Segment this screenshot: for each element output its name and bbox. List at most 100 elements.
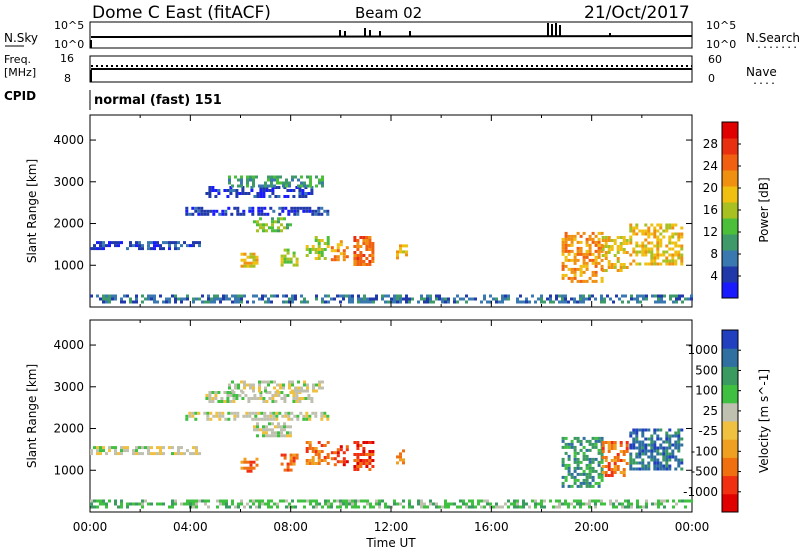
echo-cell bbox=[289, 257, 293, 261]
echo-cell bbox=[417, 300, 420, 304]
echo-cell bbox=[653, 446, 657, 450]
echo-cell bbox=[246, 469, 250, 473]
nsky-tick-top-right: 10^5 bbox=[706, 19, 736, 32]
echo-cell bbox=[357, 505, 360, 509]
y-tick-label: 4000 bbox=[53, 133, 84, 147]
echo-cell bbox=[570, 234, 574, 238]
echo-cell bbox=[300, 181, 303, 185]
echo-cell bbox=[507, 499, 510, 503]
echo-cell bbox=[90, 449, 93, 453]
echo-cell bbox=[359, 251, 363, 254]
echo-cell bbox=[585, 297, 588, 301]
echo-cell bbox=[348, 499, 351, 503]
echo-cell bbox=[305, 206, 309, 210]
echo-cell bbox=[205, 397, 209, 400]
echo-cell bbox=[114, 297, 117, 301]
echo-cell bbox=[270, 178, 273, 182]
echo-cell bbox=[292, 251, 296, 255]
echo-cell bbox=[321, 297, 324, 301]
echo-cell bbox=[192, 297, 195, 301]
echo-cell bbox=[607, 251, 611, 254]
echo-cell bbox=[217, 400, 221, 403]
echo-cell bbox=[671, 232, 675, 236]
echo-cell bbox=[251, 411, 255, 415]
echo-cell bbox=[579, 252, 583, 256]
echo-cell bbox=[573, 457, 577, 461]
echo-cell bbox=[656, 458, 660, 462]
echo-cell bbox=[612, 502, 615, 506]
echo-cell bbox=[579, 499, 582, 503]
echo-cell bbox=[576, 252, 580, 256]
echo-cell bbox=[270, 300, 273, 304]
echo-cell bbox=[300, 389, 303, 393]
echo-cell bbox=[462, 502, 465, 506]
echo-cell bbox=[168, 241, 171, 245]
echo-cell bbox=[261, 297, 264, 301]
echo-cell bbox=[579, 240, 583, 244]
echo-cell bbox=[255, 505, 258, 509]
echo-cell bbox=[208, 186, 212, 189]
echo-cell bbox=[665, 446, 669, 450]
echo-cell bbox=[216, 297, 219, 301]
echo-cell bbox=[224, 417, 228, 421]
echo-cell bbox=[632, 461, 636, 465]
echo-cell bbox=[219, 297, 222, 301]
echo-cell bbox=[229, 192, 233, 195]
echo-cell bbox=[610, 266, 614, 269]
echo-cell bbox=[192, 499, 195, 503]
echo-cell bbox=[295, 186, 299, 189]
echo-cell bbox=[582, 270, 586, 274]
echo-cell bbox=[317, 462, 321, 465]
echo-cell bbox=[357, 499, 360, 503]
echo-cell bbox=[632, 440, 636, 444]
echo-cell bbox=[283, 468, 287, 472]
echo-cell bbox=[302, 209, 306, 213]
echo-cell bbox=[600, 297, 603, 301]
x-tick-label: 12:00 bbox=[374, 520, 409, 534]
echo-cell bbox=[345, 445, 349, 449]
echo-region bbox=[629, 223, 684, 266]
echo-cell bbox=[680, 458, 684, 462]
echo-cell bbox=[203, 411, 207, 415]
echo-cell bbox=[351, 499, 354, 503]
echo-cell bbox=[282, 181, 285, 185]
echo-cell bbox=[315, 383, 318, 387]
echo-cell bbox=[588, 252, 592, 256]
echo-cell bbox=[286, 189, 290, 192]
echo-cell bbox=[680, 467, 684, 471]
echo-cell bbox=[613, 468, 617, 471]
echo-cell bbox=[677, 256, 681, 260]
echo-cell bbox=[280, 434, 283, 438]
echo-cell bbox=[183, 297, 186, 301]
echo-cell bbox=[253, 428, 256, 432]
nsky-tick-top-left: 10^5 bbox=[54, 19, 84, 32]
echo-cell bbox=[540, 505, 543, 509]
echo-cell bbox=[552, 300, 555, 304]
y-tick-label: 1000 bbox=[53, 258, 84, 272]
echo-cell bbox=[671, 452, 675, 456]
echo-cell bbox=[677, 244, 681, 248]
echo-cell bbox=[288, 297, 291, 301]
echo-cell bbox=[675, 297, 678, 301]
echo-cell bbox=[233, 417, 237, 421]
echo-cell bbox=[604, 269, 608, 272]
echo-cell bbox=[353, 260, 357, 263]
echo-cell bbox=[368, 456, 372, 459]
echo-cell bbox=[221, 411, 225, 415]
echo-cell bbox=[298, 195, 302, 198]
echo-cell bbox=[285, 184, 288, 188]
echo-cell bbox=[308, 206, 312, 210]
echo-cell bbox=[288, 502, 291, 506]
echo-cell bbox=[567, 502, 570, 506]
echo-cell bbox=[528, 300, 531, 304]
echo-cell bbox=[339, 448, 343, 452]
echo-cell bbox=[650, 259, 654, 263]
echo-cell bbox=[249, 175, 252, 179]
echo-cell bbox=[240, 178, 243, 182]
echo-cell bbox=[286, 434, 289, 438]
echo-cell bbox=[294, 175, 297, 179]
echo-cell bbox=[441, 505, 444, 509]
echo-cell bbox=[432, 502, 435, 506]
echo-cell bbox=[371, 248, 375, 251]
echo-cell bbox=[582, 264, 586, 268]
